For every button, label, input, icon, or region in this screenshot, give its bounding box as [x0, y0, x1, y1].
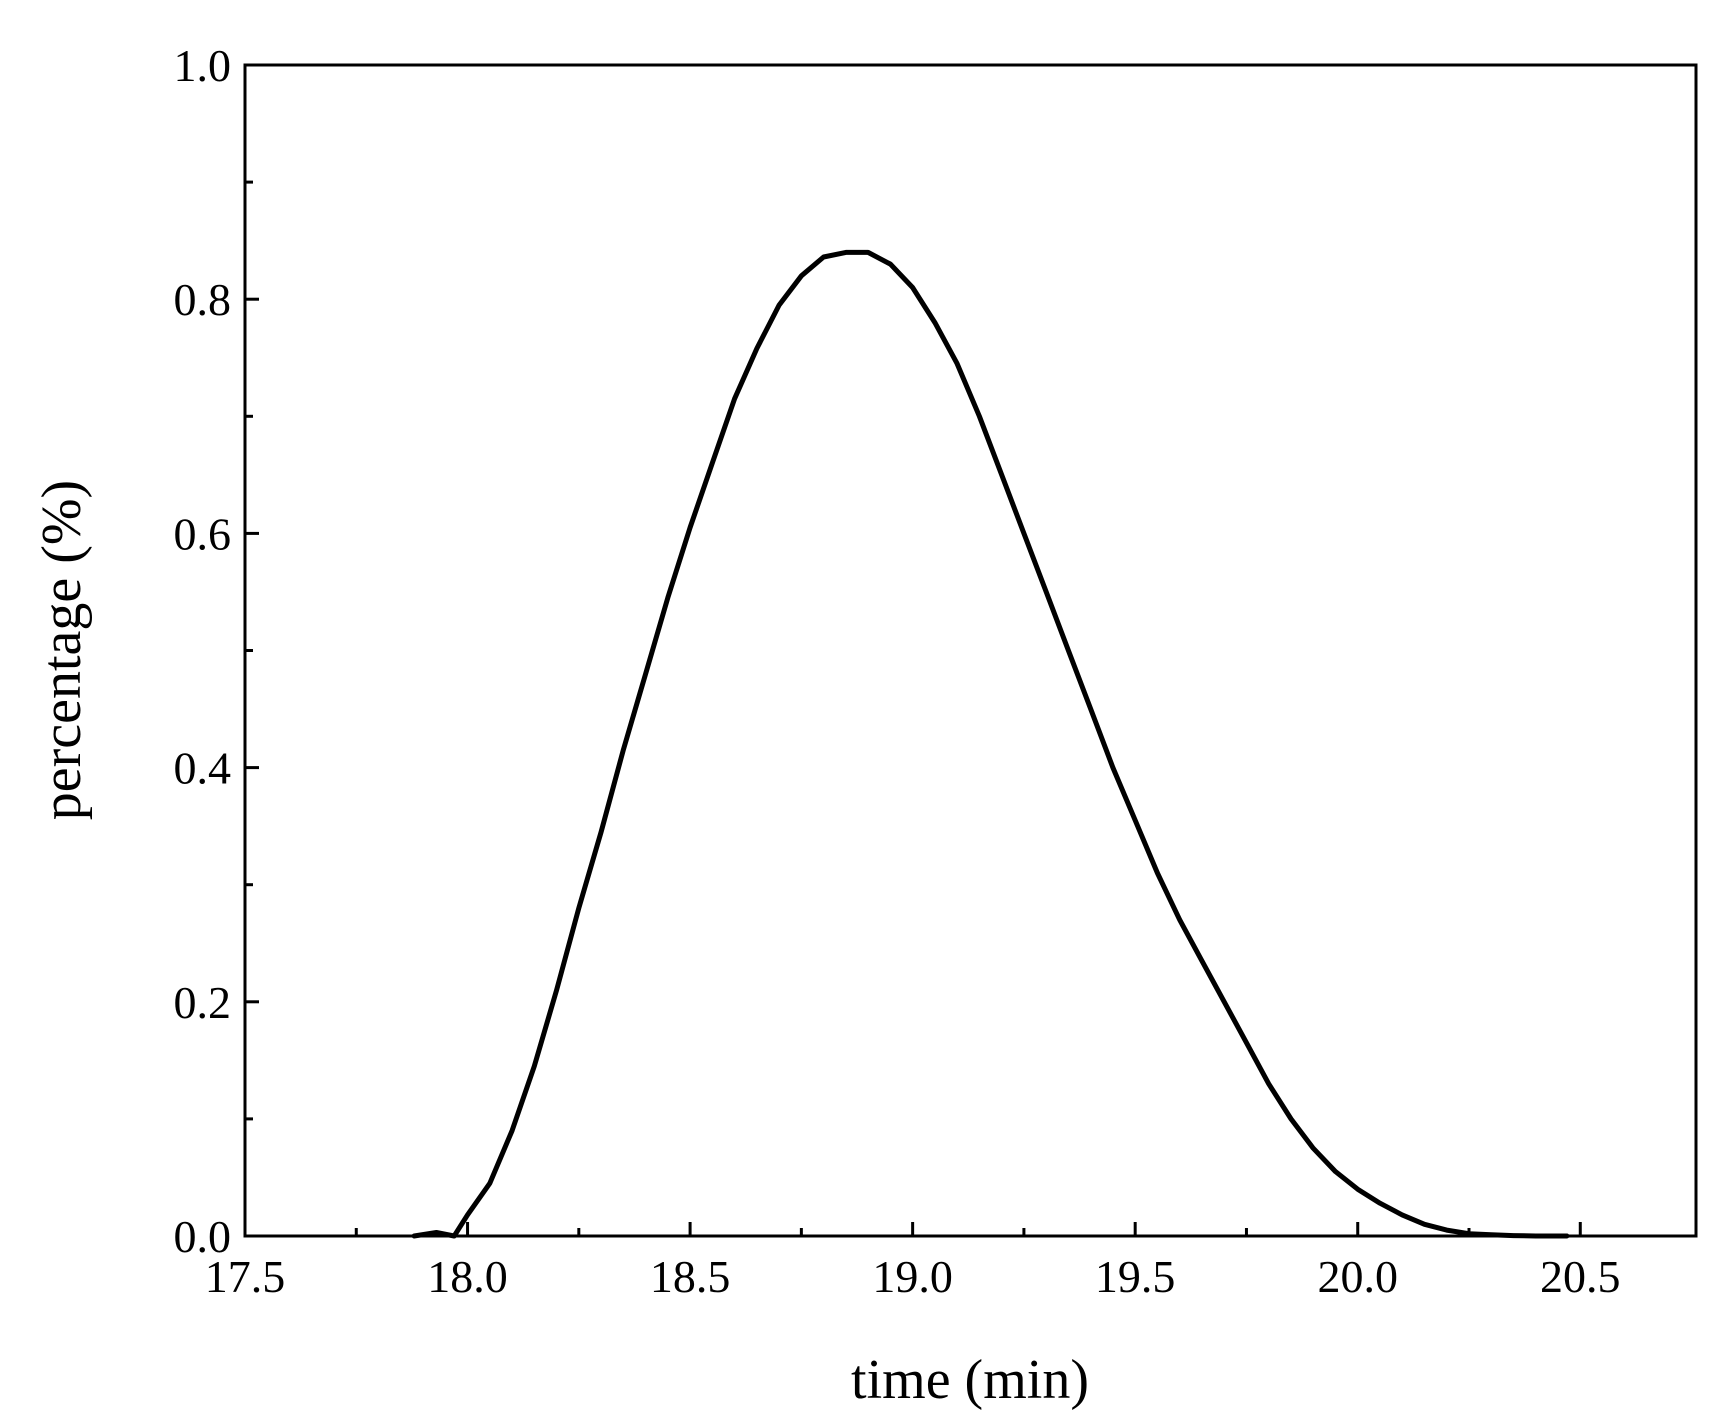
x-tick-label: 20.5 [1540, 1251, 1621, 1302]
y-tick-label: 0.8 [174, 274, 232, 325]
y-axis: 0.0 0.2 0.4 0.6 0.8 1.0 [174, 40, 259, 1262]
x-tick-label: 20.0 [1317, 1251, 1398, 1302]
y-axis-title: percentage (%) [31, 480, 93, 820]
y-tick-label: 0.2 [174, 977, 232, 1028]
series-layer [411, 249, 1570, 1239]
x-axis: 17.5 18.0 18.5 19.0 19.5 20.0 20.5 [205, 1222, 1621, 1302]
x-tick-label: 18.0 [427, 1251, 508, 1302]
x-tick-label: 19.0 [872, 1251, 953, 1302]
y-tick-label: 1.0 [174, 40, 232, 91]
x-tick-label: 18.5 [650, 1251, 731, 1302]
x-tick-label: 19.5 [1095, 1251, 1176, 1302]
y-tick-label: 0.0 [174, 1211, 232, 1262]
y-tick-label: 0.4 [174, 743, 232, 794]
y-tick-label: 0.6 [174, 508, 232, 559]
series-line [411, 249, 1570, 1239]
x-tick-label: 17.5 [205, 1251, 286, 1302]
x-axis-title: time (min) [851, 1349, 1089, 1411]
plot-frame [243, 63, 1698, 1238]
